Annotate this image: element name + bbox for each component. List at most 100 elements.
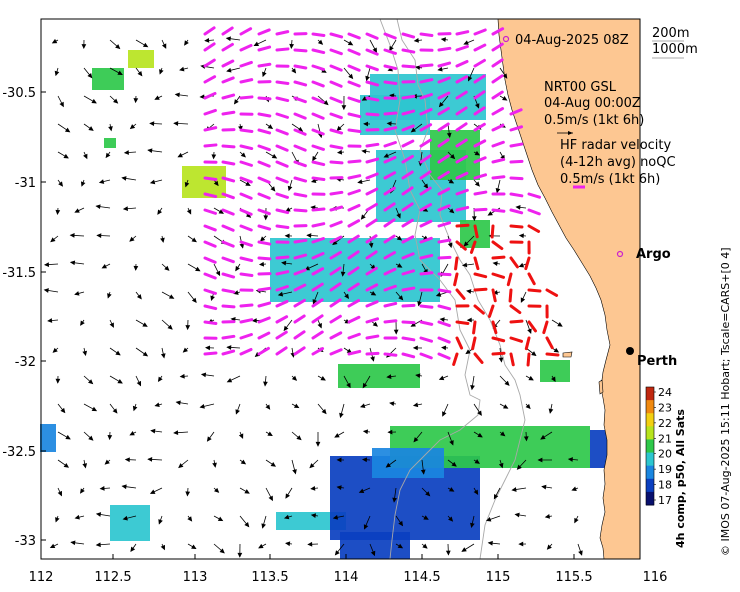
hf-vector <box>401 235 415 244</box>
hf-vector <box>293 238 308 244</box>
model-vector-head <box>265 404 271 410</box>
hf-vector <box>437 187 451 196</box>
model-vector-head <box>157 376 163 383</box>
model-vector-head <box>101 263 107 269</box>
hf-vector <box>473 122 486 132</box>
hf-vector <box>437 154 450 164</box>
model-vector-head <box>396 213 401 219</box>
hf-vector <box>419 138 432 148</box>
hf-vector <box>491 123 505 132</box>
hf-vector <box>491 157 506 164</box>
hf-vector <box>203 272 217 280</box>
model-vector-head <box>199 403 205 409</box>
hf-vector <box>203 351 218 356</box>
model-vector-head <box>154 402 160 408</box>
hf-vector <box>437 288 452 294</box>
model-vector-head <box>310 178 317 183</box>
model-vector-head <box>462 262 468 268</box>
hf-vector <box>437 320 451 328</box>
hf-vector <box>419 236 433 244</box>
hf-vector <box>257 316 271 324</box>
model-vector-head <box>397 543 404 549</box>
hf-vector <box>526 352 531 367</box>
y-tick-label: -31.5 <box>2 266 36 281</box>
model-vector-head <box>80 181 86 187</box>
hf-subtitle: (4-12h avg) noQC <box>560 155 676 170</box>
model-vector-head <box>142 42 149 48</box>
model-vector-head <box>370 356 375 362</box>
model-vector-head <box>336 149 343 155</box>
model-vector-head <box>448 487 455 492</box>
model-vector-head <box>285 493 291 499</box>
hf-vector <box>383 80 398 86</box>
hf-vector <box>419 154 432 164</box>
hf-vector <box>329 96 343 104</box>
model-vector-head <box>465 349 471 355</box>
hf-vector <box>257 96 272 101</box>
model-vector-head <box>58 181 64 187</box>
hf-vector <box>383 126 398 132</box>
hf-vector <box>347 349 362 356</box>
model-vector-head <box>502 73 508 79</box>
hf-vector <box>401 109 416 116</box>
hf-vector <box>527 224 541 233</box>
hf-vector <box>365 187 379 196</box>
hf-vector <box>491 208 506 213</box>
hf-vector <box>347 128 362 134</box>
model-vector-head <box>420 469 426 475</box>
hf-vector <box>221 240 235 248</box>
hf-vector <box>491 42 504 52</box>
depth-label-200m: 200m <box>652 26 689 41</box>
hf-vector <box>419 186 432 196</box>
model-vector-head <box>132 405 138 412</box>
x-tick-label: 113 <box>183 570 208 585</box>
model-vector-head <box>184 40 189 46</box>
hf-vector <box>203 208 217 215</box>
model-vector-head <box>173 121 179 126</box>
hf-vector <box>437 76 451 84</box>
hf-vector <box>383 267 397 276</box>
model-vector-head <box>91 98 97 104</box>
model-vector-head <box>307 541 313 547</box>
hf-vector <box>365 351 380 356</box>
hf-vector <box>329 32 344 39</box>
model-vector-head <box>412 345 418 351</box>
hf-vector <box>257 62 272 68</box>
model-vector-head <box>437 66 443 72</box>
model-vector-head <box>504 380 510 386</box>
hf-vector <box>239 95 254 100</box>
colorbar: 17 18 19 20 21 22 23 24 <box>645 386 672 507</box>
model-vector-head <box>363 121 369 127</box>
hf-vector <box>365 234 378 244</box>
model-vector-head <box>214 487 220 493</box>
hf-vector <box>221 144 236 149</box>
hf-vector <box>365 317 380 324</box>
hf-vector <box>293 64 308 70</box>
model-vector-head <box>485 517 492 522</box>
model-vector-head <box>287 185 293 192</box>
model-vector-head <box>263 381 268 387</box>
model-vector-head <box>518 262 525 268</box>
hf-vector <box>383 301 398 308</box>
hf-vector <box>239 43 253 52</box>
model-vector-head <box>55 378 61 384</box>
hf-vector <box>473 28 487 36</box>
hf-vector <box>437 272 452 277</box>
hf-vector <box>419 304 434 309</box>
model-vector-head <box>123 150 129 155</box>
hf-vector <box>365 283 379 292</box>
nrt-date: 04-Aug 00:00Z <box>544 96 641 111</box>
model-vector-head <box>129 124 136 130</box>
model-vector-head <box>415 65 421 71</box>
model-vector-head <box>498 357 504 363</box>
hf-vector <box>509 304 522 315</box>
model-vector-head <box>219 548 225 554</box>
model-vector-head <box>332 514 339 520</box>
hf-vector <box>221 256 235 264</box>
sst-patch <box>92 68 124 90</box>
hf-vector <box>275 346 288 356</box>
model-vector-head <box>320 375 326 381</box>
model-vector-head <box>422 543 428 549</box>
model-vector-head <box>239 243 245 249</box>
model-vector-head <box>55 209 61 215</box>
